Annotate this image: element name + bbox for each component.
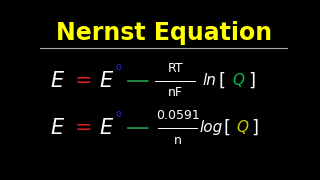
Text: ln: ln <box>203 73 217 88</box>
Text: RT: RT <box>167 62 183 75</box>
Text: n: n <box>174 134 181 147</box>
Text: [: [ <box>224 119 231 137</box>
Text: E: E <box>99 71 112 91</box>
Text: log: log <box>199 120 223 135</box>
Text: E: E <box>51 118 64 138</box>
Text: o: o <box>116 109 122 119</box>
Text: [: [ <box>219 71 226 89</box>
Text: —: — <box>126 116 150 140</box>
Text: Nernst Equation: Nernst Equation <box>56 21 272 45</box>
Text: Q: Q <box>232 73 244 88</box>
Text: =: = <box>75 118 92 138</box>
Text: Q: Q <box>236 120 248 135</box>
Text: ]: ] <box>251 119 258 137</box>
Text: E: E <box>99 118 112 138</box>
Text: nF: nF <box>168 86 183 100</box>
Text: o: o <box>116 62 122 72</box>
Text: —: — <box>126 69 150 93</box>
Text: 0.0591: 0.0591 <box>156 109 199 122</box>
Text: E: E <box>51 71 64 91</box>
Text: =: = <box>75 71 92 91</box>
Text: ]: ] <box>249 71 256 89</box>
